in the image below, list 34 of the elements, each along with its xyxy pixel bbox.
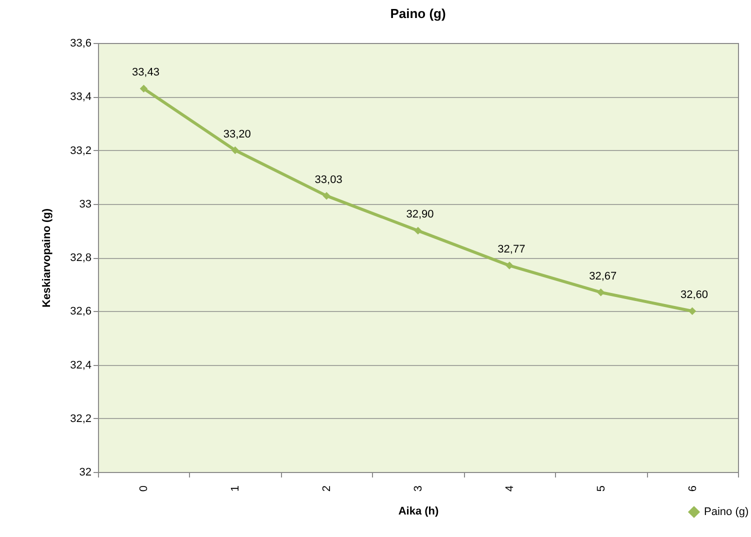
- y-tick-label: 32,8: [70, 252, 92, 264]
- chart-title: Paino (g): [390, 6, 446, 21]
- data-label: 32,90: [406, 208, 434, 221]
- data-label: 33,20: [223, 128, 251, 140]
- point: [506, 262, 514, 270]
- y-tick-label: 32,2: [70, 412, 92, 425]
- point: [140, 84, 148, 92]
- y-tick-label: 32: [79, 466, 92, 478]
- point: [414, 226, 422, 235]
- point: [231, 146, 240, 154]
- x-axis-title: Aika (h): [398, 506, 439, 518]
- y-tick-label: 33,2: [70, 144, 92, 157]
- data-label: 32,67: [589, 270, 617, 282]
- y-tick-label: 32,6: [70, 306, 92, 318]
- y-tick-label: 33,6: [70, 38, 92, 50]
- y-tick-label: 33,4: [70, 91, 92, 104]
- point: [688, 307, 696, 315]
- x-tick-label: 5: [595, 486, 608, 492]
- data-label: 32,60: [680, 289, 708, 302]
- y-tick-label: 32,4: [70, 359, 92, 372]
- data-label: 33,43: [132, 66, 160, 79]
- x-tick-label: 1: [230, 486, 242, 492]
- x-tick-label: 2: [321, 486, 334, 492]
- x-tick-label: 0: [138, 486, 150, 492]
- y-tick-label: 33: [79, 198, 92, 210]
- x-tick-label: 4: [504, 486, 516, 492]
- data-label: 33,03: [314, 174, 342, 186]
- y-axis-title: Keskiarvopaino (g): [41, 208, 54, 308]
- x-tick-label: 6: [686, 486, 699, 492]
- x-tick-label: 3: [412, 486, 424, 492]
- data-label: 32,77: [498, 244, 526, 256]
- point: [596, 288, 605, 296]
- point: [322, 192, 330, 200]
- legend-label: Paino (g): [704, 506, 749, 518]
